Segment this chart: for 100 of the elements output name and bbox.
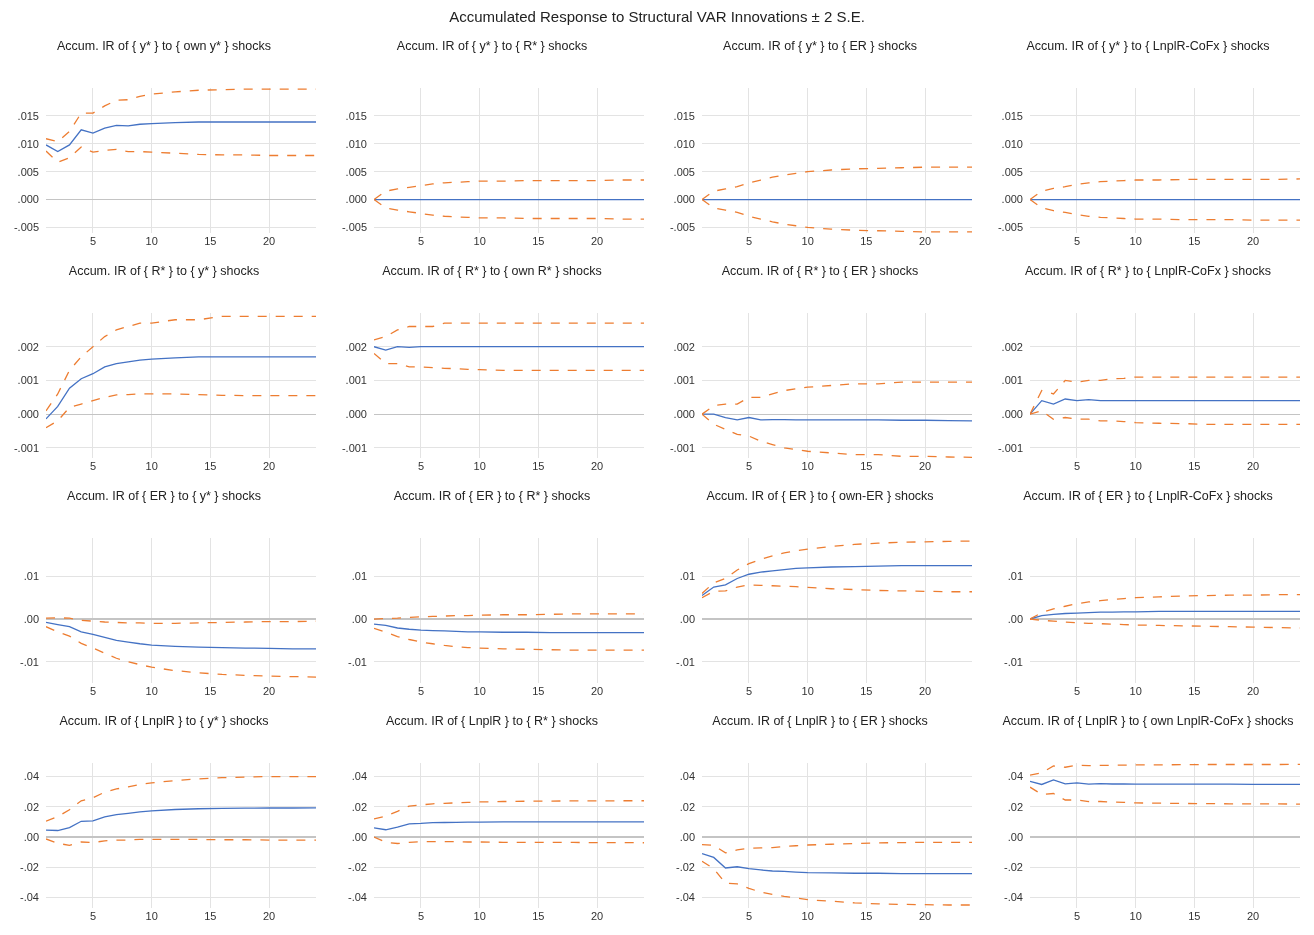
x-tick-label: 10	[145, 460, 158, 472]
x-tick-label: 20	[262, 235, 276, 247]
y-tick-label: .015	[673, 109, 695, 122]
line-series	[374, 623, 644, 634]
x-tick-label: 20	[1246, 460, 1260, 472]
x-tick-label: 10	[473, 460, 486, 472]
y-tick-label: .000	[673, 193, 695, 206]
line-series	[46, 838, 316, 846]
y-tick-label: -.02	[348, 861, 367, 874]
y-tick-label: .010	[345, 137, 367, 150]
x-tick-label: 15	[860, 910, 873, 922]
x-tick-label: 10	[473, 235, 486, 247]
line-series	[1030, 786, 1300, 805]
x-tick-label: 15	[1188, 910, 1201, 922]
y-tick-label: .000	[345, 193, 367, 206]
line-series	[46, 626, 316, 678]
x-tick-label: 5	[745, 685, 753, 697]
y-tick-label: -.005	[13, 221, 39, 234]
x-tick-label: 15	[860, 235, 873, 247]
line-series	[46, 393, 316, 429]
y-tick-label: .04	[351, 770, 367, 783]
y-tick-label: -.04	[676, 891, 695, 904]
x-tick-label: 15	[204, 460, 217, 472]
y-tick-label: .005	[345, 165, 367, 178]
line-series	[702, 413, 972, 422]
x-tick-label: 5	[89, 235, 97, 247]
x-tick-label: 15	[532, 685, 545, 697]
x-tick-label: 15	[204, 235, 217, 247]
y-tick-label: .04	[1007, 770, 1023, 783]
y-tick-label: .00	[351, 830, 367, 843]
y-tick-label: -.005	[341, 221, 367, 234]
y-tick-label: .000	[1001, 193, 1023, 206]
line-series	[46, 356, 316, 420]
x-tick-label: 20	[590, 235, 604, 247]
chart-title: Accum. IR of { ER } to { own-ER } shocks	[706, 488, 934, 503]
y-tick-label: .00	[1007, 830, 1023, 843]
x-tick-label: 20	[590, 685, 604, 697]
x-tick-label: 10	[145, 910, 158, 922]
y-tick-label: -.01	[1004, 655, 1023, 668]
chart-title: Accum. IR of { y* } to { R* } shocks	[396, 38, 588, 53]
x-tick-label: 20	[1246, 235, 1260, 247]
y-tick-label: .000	[673, 408, 695, 421]
x-tick-label: 5	[745, 235, 753, 247]
line-series	[374, 352, 644, 371]
chart-title: Accum. IR of { LnplR } to { R* } shocks	[386, 713, 598, 728]
chart-title: Accum. IR of { LnplR } to { y* } shocks	[59, 713, 269, 728]
line-series	[702, 860, 972, 906]
y-tick-label: .000	[17, 193, 39, 206]
y-tick-label: .000	[1001, 408, 1023, 421]
x-tick-label: 10	[1129, 235, 1142, 247]
text: Accumulated Response to Structural VAR Innovations ± 2 S.E.	[449, 7, 865, 25]
y-tick-label: .001	[345, 374, 367, 387]
x-tick-label: 20	[1246, 685, 1260, 697]
x-tick-label: 5	[745, 910, 753, 922]
y-tick-label: .02	[23, 800, 39, 813]
x-tick-label: 5	[417, 685, 425, 697]
chart-title: Accum. IR of { LnplR } to { own LnplR-CoFx } shocks	[1002, 713, 1294, 728]
chart-title: Accum. IR of { R* } to { LnplR-CoFx } shocks	[1025, 263, 1271, 278]
x-tick-label: 5	[417, 910, 425, 922]
x-tick-label: 10	[1129, 460, 1142, 472]
line-series	[46, 315, 316, 412]
x-tick-label: 5	[1073, 460, 1081, 472]
y-tick-label: .01	[23, 570, 39, 583]
chart-title: Accum. IR of { y* } to { ER } shocks	[723, 38, 917, 53]
x-tick-label: 5	[745, 460, 753, 472]
line-series	[702, 540, 972, 595]
y-tick-label: .005	[17, 165, 39, 178]
x-tick-label: 15	[532, 460, 545, 472]
line-series	[46, 775, 316, 822]
x-tick-label: 15	[860, 685, 873, 697]
y-tick-label: -.001	[997, 441, 1023, 454]
y-tick-label: .000	[17, 408, 39, 421]
y-tick-label: .04	[23, 770, 39, 783]
line-series	[374, 836, 644, 845]
y-tick-label: .04	[679, 770, 695, 783]
y-tick-label: -.001	[13, 441, 39, 454]
x-tick-label: 10	[1129, 910, 1142, 922]
y-tick-label: .00	[679, 830, 695, 843]
x-tick-label: 20	[590, 460, 604, 472]
y-tick-label: .015	[17, 109, 39, 122]
x-tick-label: 20	[918, 910, 932, 922]
line-series	[702, 565, 972, 597]
y-tick-label: .00	[679, 612, 695, 625]
line-series	[46, 146, 316, 163]
line-series	[1030, 610, 1300, 620]
chart-title: Accum. IR of { R* } to { y* } shocks	[68, 263, 260, 278]
x-tick-label: 15	[1188, 685, 1201, 697]
y-tick-label: -.04	[1004, 891, 1023, 904]
y-tick-label: .005	[673, 165, 695, 178]
x-tick-label: 10	[801, 460, 814, 472]
x-tick-label: 20	[262, 685, 276, 697]
y-tick-label: -.01	[20, 655, 39, 668]
y-tick-label: .015	[1001, 109, 1023, 122]
x-tick-label: 5	[1073, 910, 1081, 922]
y-tick-label: .015	[345, 109, 367, 122]
chart-title: Accum. IR of { ER } to { R* } shocks	[393, 488, 591, 503]
x-tick-label: 5	[1073, 235, 1081, 247]
y-tick-label: .01	[1007, 570, 1023, 583]
chart-title: Accum. IR of { y* } to { LnplR-CoFx } shocks	[1026, 38, 1270, 53]
y-tick-label: .000	[345, 408, 367, 421]
